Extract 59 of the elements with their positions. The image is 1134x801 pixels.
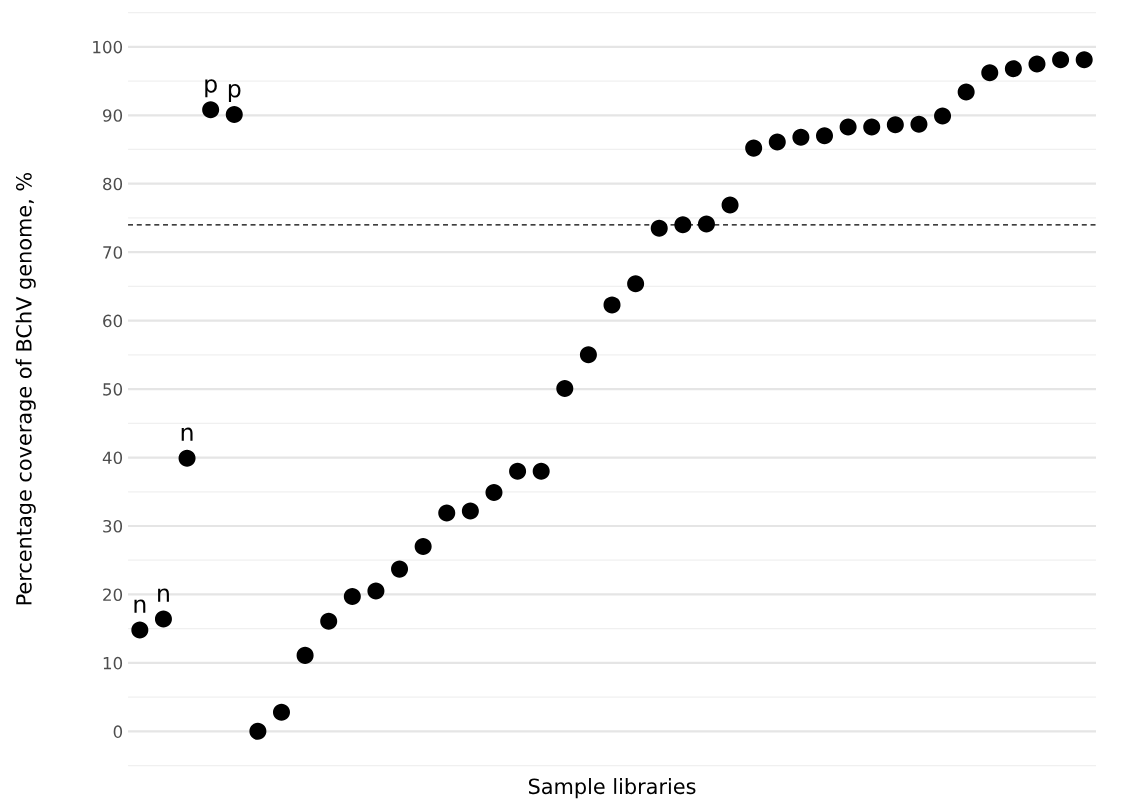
point xyxy=(178,449,196,467)
point xyxy=(934,107,952,125)
point xyxy=(768,133,786,151)
point xyxy=(603,296,621,314)
point xyxy=(485,483,503,501)
x-axis-title: Sample libraries xyxy=(528,778,696,799)
point xyxy=(579,346,597,364)
point xyxy=(225,106,243,124)
point xyxy=(650,219,668,237)
y-axis-title: Percentage coverage of BChV genome, % xyxy=(15,172,36,605)
point xyxy=(792,128,810,146)
point xyxy=(414,538,432,556)
point xyxy=(839,118,857,136)
point xyxy=(438,504,456,522)
data-label: n xyxy=(158,588,169,602)
point xyxy=(272,703,290,721)
y-tick-label: 50 xyxy=(103,383,123,396)
point xyxy=(367,582,385,600)
point xyxy=(721,196,739,214)
point xyxy=(1052,51,1070,69)
y-tick-label: 100 xyxy=(93,40,123,54)
y-tick-label: 20 xyxy=(103,588,123,602)
point xyxy=(886,116,904,134)
point xyxy=(154,610,172,628)
point xyxy=(391,560,409,578)
point xyxy=(320,612,338,630)
point xyxy=(1075,51,1093,69)
point xyxy=(202,101,220,119)
point xyxy=(981,64,999,82)
point xyxy=(697,215,715,233)
point xyxy=(674,216,692,234)
data-label: p xyxy=(228,83,241,103)
point xyxy=(627,275,645,293)
point xyxy=(131,621,149,639)
point xyxy=(296,646,314,664)
point xyxy=(249,722,267,740)
point xyxy=(910,115,928,133)
y-tick-label: 90 xyxy=(103,109,123,122)
data-label: n xyxy=(134,599,146,613)
y-tick-label: 80 xyxy=(103,177,123,191)
y-tick-label: 70 xyxy=(103,246,123,259)
point xyxy=(1028,55,1046,73)
point xyxy=(1004,60,1022,78)
data-label: n xyxy=(181,427,193,441)
data-label: p xyxy=(205,79,217,98)
point xyxy=(957,83,975,101)
point xyxy=(532,462,550,480)
point xyxy=(509,462,527,480)
y-tick-label: 40 xyxy=(102,451,123,465)
point xyxy=(556,379,574,397)
point xyxy=(461,502,479,520)
y-tick-label: 30 xyxy=(103,519,123,533)
point xyxy=(343,588,361,606)
point xyxy=(816,127,834,145)
y-tick-label: 10 xyxy=(103,656,123,670)
point xyxy=(745,139,763,157)
point xyxy=(863,118,881,136)
y-tick-label: 60 xyxy=(103,314,123,328)
y-tick-label: 0 xyxy=(113,725,123,738)
